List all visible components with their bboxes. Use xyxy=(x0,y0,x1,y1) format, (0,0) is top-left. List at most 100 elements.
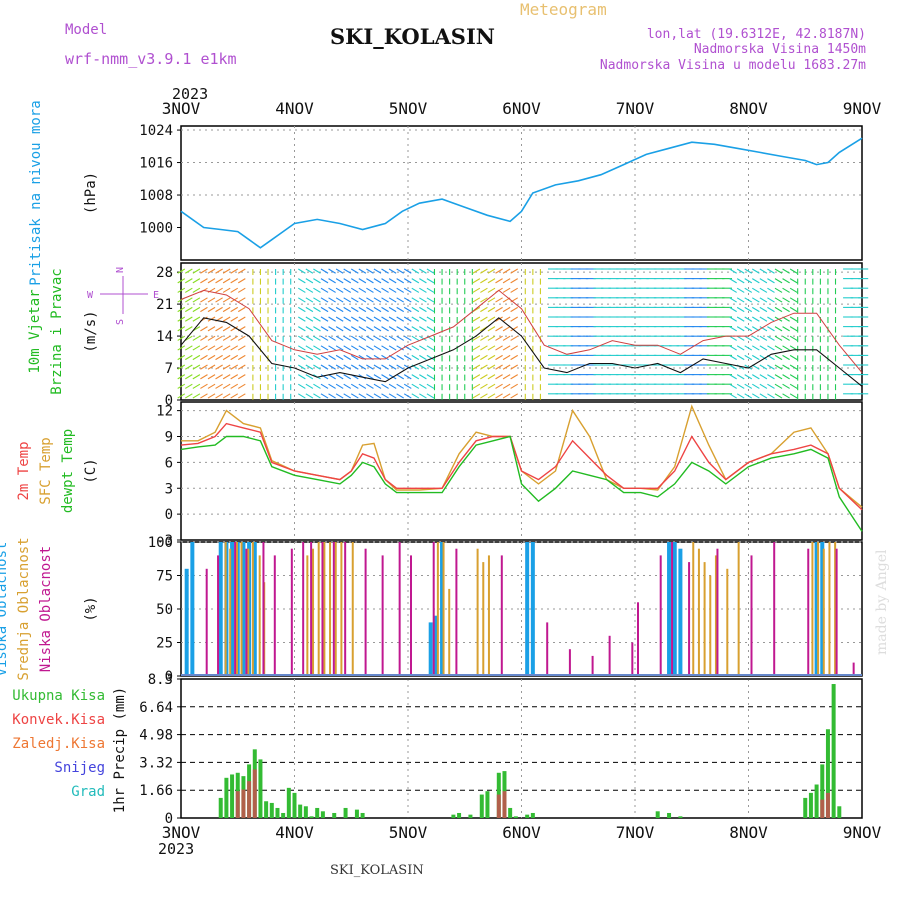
wind-barb xyxy=(184,326,193,332)
wind-barb xyxy=(767,335,775,341)
wind-barb xyxy=(782,364,790,370)
wind-barb xyxy=(381,316,389,322)
wind-barb xyxy=(313,364,321,370)
wind-barb xyxy=(313,393,321,399)
wind-barb xyxy=(487,287,496,293)
cloud-bar xyxy=(637,602,639,676)
wind-barb xyxy=(396,345,405,351)
wind-barb xyxy=(495,364,503,370)
wind-barb xyxy=(358,287,367,293)
wind-barb xyxy=(177,393,186,399)
cloud-bar xyxy=(217,555,220,676)
footer-site: SKI_KOLASIN xyxy=(330,863,424,878)
wind-barb xyxy=(335,354,344,361)
wind-barb xyxy=(510,393,518,399)
wind-barb xyxy=(215,345,223,351)
panel-frame xyxy=(180,678,863,819)
precip-bar-total xyxy=(224,777,229,818)
precip-bar-total xyxy=(218,797,223,818)
wind-barb xyxy=(388,316,397,322)
wind-barb xyxy=(215,306,223,313)
cloud-bar xyxy=(822,548,825,676)
wind-barb xyxy=(230,335,239,341)
wind-barb xyxy=(426,364,435,370)
wind-barb xyxy=(510,345,518,351)
wind-barb xyxy=(222,364,231,370)
wind-barb xyxy=(200,335,208,341)
wind-barb xyxy=(782,326,790,332)
wind-barb xyxy=(487,364,496,370)
wind-barb xyxy=(403,364,412,370)
wind-barb xyxy=(396,383,405,389)
panel-label: Pritisak na nivou mora xyxy=(28,100,44,285)
year-bottom: 2023 xyxy=(158,840,194,858)
wind-barb xyxy=(759,278,768,284)
wind-barb xyxy=(200,326,208,332)
precip-bar-total xyxy=(831,684,836,818)
wind-barb xyxy=(313,335,321,341)
y-tick-label: 14 xyxy=(156,329,173,345)
wind-barb xyxy=(313,268,321,274)
cloud-bar xyxy=(290,548,293,676)
cloud-bar xyxy=(726,568,729,676)
wind-barb xyxy=(419,278,427,284)
wind-barb xyxy=(388,287,397,293)
wind-barb xyxy=(752,335,760,341)
y-tick-label: 75 xyxy=(156,569,173,585)
wind-barb xyxy=(487,268,496,274)
wind-barb xyxy=(472,335,481,341)
wind-barb xyxy=(472,364,481,370)
wind-barb xyxy=(350,335,359,341)
wind-barb xyxy=(480,393,488,399)
y-tick-label: 28 xyxy=(156,265,173,281)
wind-barb xyxy=(320,278,329,284)
wind-barb xyxy=(184,383,193,389)
wind-barb xyxy=(729,335,737,341)
wind-barb xyxy=(200,383,208,389)
cloud-bar xyxy=(697,548,700,676)
wind-barb xyxy=(502,287,511,293)
x-day-label-bottom: 4NOV xyxy=(275,823,314,842)
wind-barb xyxy=(502,345,511,351)
wind-barb xyxy=(313,326,321,332)
wind-barb xyxy=(419,393,427,399)
wind-barb xyxy=(495,345,503,351)
wind-barb xyxy=(320,297,329,303)
cloud-bar xyxy=(667,542,672,676)
wind-barb xyxy=(373,374,382,380)
wind-barb xyxy=(358,326,367,332)
cloud-bar xyxy=(828,542,831,676)
wind-barb xyxy=(350,364,359,370)
wind-barb xyxy=(396,335,405,341)
wind-barb xyxy=(789,383,798,389)
cloud-bar xyxy=(672,542,677,676)
wind-barb xyxy=(358,364,367,370)
precip-bar-total xyxy=(820,764,825,818)
wind-barb xyxy=(774,393,783,399)
wind-barb xyxy=(177,306,186,313)
wind-barb xyxy=(222,297,231,303)
wind-barb xyxy=(782,268,790,274)
cloud-bar xyxy=(306,555,309,676)
cloud-bar xyxy=(351,542,354,676)
wind-barb xyxy=(419,383,427,389)
credit-text: made by Angel xyxy=(874,549,890,655)
wind-barb xyxy=(495,268,503,274)
wind-barb xyxy=(767,383,775,389)
cloud-bar xyxy=(334,542,337,676)
wind-barb xyxy=(396,268,405,274)
cloud-bar xyxy=(482,562,485,676)
cloud-bar xyxy=(678,548,683,676)
wind-barb xyxy=(736,393,745,399)
cloud-bar xyxy=(410,555,412,676)
wind-barb xyxy=(426,345,435,351)
wind-barb xyxy=(472,354,481,361)
wind-barb xyxy=(320,287,329,293)
cloud-bar xyxy=(737,542,740,676)
wind-barb xyxy=(381,354,389,361)
wind-barb xyxy=(403,287,412,293)
wind-barb xyxy=(215,268,223,274)
wind-barb xyxy=(343,374,352,380)
wind-barb xyxy=(366,297,374,303)
wind-barb xyxy=(736,335,745,341)
